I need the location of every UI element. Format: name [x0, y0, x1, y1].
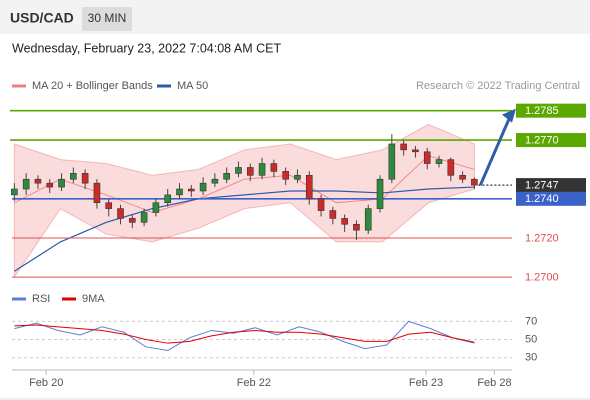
candle-body: [152, 202, 160, 213]
candle-body: [211, 178, 219, 184]
legend-label: 9MA: [82, 293, 105, 305]
candle-body: [81, 173, 89, 184]
level-label: 1.2770: [525, 134, 559, 146]
x-tick-label: Feb 28: [477, 377, 511, 389]
credit: Research © 2022 Trading Central: [416, 80, 580, 92]
x-tick-label: Feb 20: [29, 377, 63, 389]
timestamp: Wednesday, February 23, 2022 7:04:08 AM …: [12, 41, 281, 55]
candle-body: [435, 159, 443, 164]
candle-body: [22, 178, 30, 190]
candle-body: [400, 143, 407, 151]
candle-body: [246, 167, 254, 176]
candle-body: [341, 218, 348, 225]
candle-body: [447, 159, 455, 176]
candle-body: [294, 175, 301, 180]
candle-body: [93, 182, 101, 204]
candle-body: [412, 149, 419, 153]
level-box: [516, 191, 586, 206]
ma-line: [14, 155, 475, 214]
x-tick-label: Feb 22: [237, 377, 271, 389]
candle-body: [258, 163, 266, 176]
candle-body: [305, 175, 313, 200]
candle-body: [58, 178, 65, 188]
candle-body: [11, 188, 18, 196]
candle-body: [471, 178, 478, 186]
candle-body: [223, 173, 230, 180]
forecast-arrow: [479, 116, 512, 186]
candle-body: [129, 218, 136, 223]
candle-body: [317, 198, 325, 211]
candle-body: [187, 188, 195, 192]
candle-body: [329, 210, 337, 219]
candle-body: [353, 223, 360, 231]
level-box: [516, 178, 586, 193]
candle-body: [388, 143, 396, 180]
candle-body: [46, 182, 54, 188]
level-box: [516, 103, 586, 118]
candle-body: [270, 163, 278, 172]
level-label: 1.2785: [525, 105, 559, 117]
candle-body: [235, 167, 242, 174]
candle-body: [282, 171, 289, 180]
candle-body: [376, 178, 384, 209]
level-box: [516, 133, 586, 148]
candle-body: [164, 194, 172, 204]
candle-body: [176, 188, 183, 196]
level-label: 1.2720: [525, 232, 559, 244]
rsi-line: [14, 320, 475, 351]
interval-button[interactable]: [82, 7, 132, 31]
candle-body: [459, 175, 466, 180]
candle-body: [140, 212, 148, 223]
y-tick-label: 70: [525, 315, 537, 327]
ma-line: [14, 186, 475, 272]
candle-body: [70, 173, 77, 180]
candle-body: [105, 202, 113, 209]
legend-label: MA 50: [177, 80, 208, 92]
forecast-arrowhead: [502, 108, 516, 123]
level-label: 1.2700: [525, 272, 559, 284]
candle-body: [199, 182, 207, 192]
y-tick-label: 50: [525, 333, 537, 345]
candle-body: [34, 178, 42, 184]
symbol: USD/CAD: [10, 10, 74, 26]
interval-label[interactable]: 30 MIN: [88, 11, 127, 25]
y-tick-label: 30: [525, 352, 537, 364]
x-tick-label: Feb 23: [409, 377, 443, 389]
candle-body: [117, 208, 124, 219]
candle-body: [423, 151, 431, 164]
legend-label: RSI: [32, 293, 50, 305]
level-label: 1.2740: [525, 193, 559, 205]
legend-label: MA 20 + Bollinger Bands: [32, 80, 153, 92]
rsi-line: [14, 324, 475, 344]
candle-body: [364, 208, 372, 231]
level-label: 1.2747: [525, 180, 559, 192]
